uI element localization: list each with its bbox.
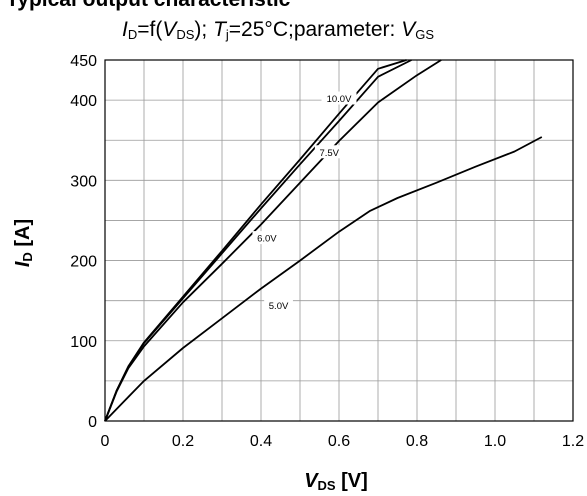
curve-label-10-0V: 10.0V [327,94,352,105]
subtitle-parameter-subscript: GS [415,27,435,42]
subtitle-condition-text: =25°C;parameter: [228,18,402,41]
x-tick-label: 1.2 [562,433,584,450]
subtitle-voltage-symbol: V [162,18,177,41]
y-axis-unit: [A] [12,219,34,252]
subtitle-current-symbol: I [122,18,128,41]
x-axis-unit: [V] [336,470,368,492]
series-line-5-0V [104,136,543,422]
x-axis-subscript: DS [318,478,336,493]
y-axis-symbol: I [12,261,34,267]
x-tick-label: 0.8 [406,433,428,450]
subtitle-voltage-subscript: DS [176,27,195,42]
subtitle-temperature-symbol: T [213,18,226,41]
x-tick-labels: 0 0.2 0.4 0.6 0.8 1.0 1.2 [101,433,585,450]
x-tick-label: 0.6 [328,433,350,450]
curve-label-background [321,91,357,105]
y-tick-label: 100 [70,334,97,351]
subtitle-function-text: =f( [137,18,163,41]
y-axis-subscript: D [20,252,35,261]
curve-labels: 10.0V 7.5V 6.0V 5.0V [252,91,357,312]
chart-title: Typical output characteristic [6,0,290,12]
x-tick-label: 1.0 [484,433,506,450]
subtitle-current-subscript: D [127,27,138,42]
curve-label-7-5V: 7.5V [319,148,339,159]
x-axis-label: VDS [V] [304,470,368,493]
grid [105,60,573,421]
subtitle-separator: ); [194,18,214,41]
curve-label-5-0V: 5.0V [269,301,289,312]
curve-label-6-0V: 6.0V [257,234,277,245]
y-axis-label: ID [A] [12,219,35,267]
subtitle-parameter-symbol: V [401,18,416,41]
y-tick-label: 200 [70,254,97,271]
subtitle-temperature-subscript: j [225,27,229,42]
curves [104,59,543,422]
y-tick-labels: 0 100 200 300 400 450 [70,53,97,431]
plot-frame [104,59,574,422]
x-tick-label: 0.4 [250,433,272,450]
y-tick-label: 450 [70,53,97,70]
y-tick-label: 0 [88,414,97,431]
series-line-6-0V [104,59,442,422]
curve-label-background [252,231,282,245]
x-axis-symbol: V [304,470,319,492]
x-tick-label: 0.2 [172,433,194,450]
y-tick-label: 300 [70,173,97,190]
x-tick-label: 0 [101,433,110,450]
curve-label-background [314,145,344,159]
curve-label-background [264,298,293,312]
y-tick-label: 400 [70,93,97,110]
chart-subtitle: ID=f(VDS); Tj=25°C;parameter: VGS [122,18,434,42]
